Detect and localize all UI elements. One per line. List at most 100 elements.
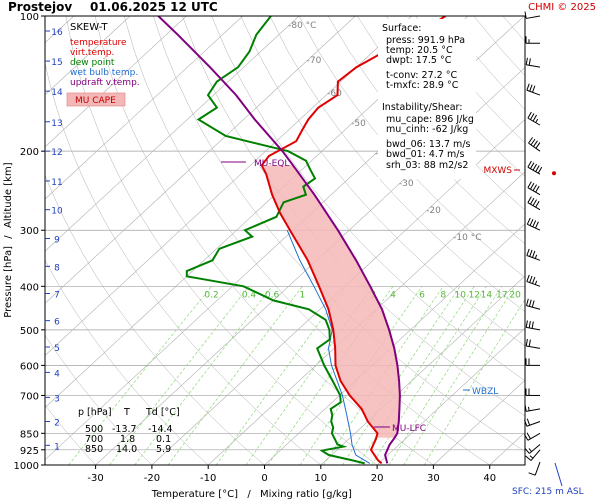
isotherm-line <box>320 275 525 465</box>
sfc-label: SFC: 215 m ASL <box>512 487 584 497</box>
mixing-ratio-label: 8 <box>440 290 446 300</box>
pressure-tick-label: 700 <box>20 391 39 402</box>
mu-eql-label: MU-EQL <box>254 159 289 169</box>
mixing-ratio-label: 1 <box>300 290 306 300</box>
dry-adiabat <box>240 16 525 347</box>
mixing-ratio-line <box>68 286 212 465</box>
mixing-ratio-label: 10 <box>454 290 466 300</box>
plot-frame <box>44 15 526 466</box>
surface-title: Surface: <box>382 23 421 34</box>
altitude-tick-label: 4 <box>54 369 60 379</box>
credit-label: CHMI © 2025 <box>528 2 596 13</box>
isotherm-label: -70 <box>307 56 322 66</box>
table-row-p: 850 <box>85 444 103 455</box>
wind-barb <box>526 83 541 96</box>
wind-barb <box>528 137 541 152</box>
legend-virt-temp: virt.temp. <box>70 48 114 58</box>
altitude-tick-label: 10 <box>51 207 63 217</box>
temperature-tick-label: -30 <box>87 473 103 484</box>
srh-03-value: srh_03: 88 m2/s2 <box>386 160 468 171</box>
altitude-tick-label: 6 <box>54 318 60 328</box>
altitude-tick-label: 5 <box>54 344 60 354</box>
mixing-ratio-line <box>134 286 273 465</box>
mixing-ratio-line <box>215 286 347 465</box>
temperature-tick-label: 0 <box>261 473 267 484</box>
isotherm-line <box>45 16 187 148</box>
table-row-p: 700 <box>85 434 103 445</box>
altitude-tick-label: 7 <box>54 291 60 301</box>
isotherm-line <box>546 16 600 465</box>
bwd-01-value: bwd_01: 4.7 m/s <box>386 149 464 160</box>
wind-barb <box>527 160 543 175</box>
table-row-td: 5.9 <box>156 444 171 455</box>
wind-barbs <box>523 11 556 476</box>
table-row-td: -14.4 <box>148 424 173 435</box>
pressure-axis: 100 200 300 400 500 600 700 850 925 1000 <box>14 12 45 472</box>
dry-adiabat <box>532 16 600 465</box>
altitude-tick-label: 3 <box>54 394 60 404</box>
chart-datetime: 01.06.2025 12 UTC <box>90 0 218 14</box>
x-axis-title: Temperature [°C] <box>151 489 238 500</box>
temperature-tick-label: 30 <box>427 473 440 484</box>
surface-press: press: 991.9 hPa <box>386 35 465 46</box>
isotherm-line <box>433 379 525 465</box>
dry-adiabat <box>45 334 153 465</box>
station-name: Prostejov <box>8 0 72 14</box>
temperature-tick-label: 10 <box>314 473 327 484</box>
profile-lines <box>157 16 446 465</box>
mixing-ratio-label: 0.4 <box>242 290 257 300</box>
dry-adiabat <box>211 16 525 382</box>
table-row-t: 14.0 <box>116 444 137 455</box>
legend-wet-bulb: wet bulb temp. <box>70 68 138 78</box>
pressure-tick-label: 300 <box>20 226 39 237</box>
pressure-tick-label: 500 <box>20 326 39 337</box>
mixing-ratio-line <box>423 298 525 465</box>
table-header-t: T <box>123 407 130 418</box>
wind-barb <box>524 11 541 19</box>
dry-adiabat <box>561 16 600 465</box>
mixing-ratio-label: 0.6 <box>265 290 280 300</box>
isotherm-line <box>45 16 412 356</box>
instability-title: Instability/Shear: <box>382 102 462 113</box>
wind-barb <box>523 418 541 427</box>
x-axis-title-mixing: Mixing ratio [g/kg] <box>260 489 352 500</box>
table-row-t: 1.8 <box>120 434 135 445</box>
mu-cape-value: mu_cape: 896 J/kg <box>386 114 474 125</box>
table-row-t: -13.7 <box>112 424 137 435</box>
dry-adiabat <box>298 16 525 278</box>
isotherm-label: -20 <box>426 206 441 216</box>
dry-adiabat <box>65 16 378 465</box>
isotherm-line <box>45 16 356 304</box>
isotherm-line <box>376 327 525 465</box>
wind-barb <box>526 248 541 261</box>
sfc-pointer <box>554 462 563 487</box>
wind-barb <box>526 217 541 231</box>
wind-barb <box>528 461 541 476</box>
altitude-tick-label: 11 <box>51 178 62 188</box>
y-axis-separator: / <box>3 235 14 239</box>
mu-cinh-value: mu_cinh: -62 J/kg <box>386 124 468 135</box>
dry-adiabat <box>45 259 209 465</box>
table-header-td: Td [°C] <box>145 407 180 418</box>
dry-adiabat <box>327 16 525 245</box>
temperature-axis: -30 -20 -10 0 10 20 30 40 <box>87 465 496 484</box>
isotherm-label: -10 °C <box>453 233 481 243</box>
mxws-dot <box>552 171 556 176</box>
table-row-p: 500 <box>85 424 103 435</box>
altitude-tick-label: 15 <box>51 58 62 68</box>
isotherm-label: -60 <box>327 89 342 99</box>
pressure-tick-label: 600 <box>20 361 39 372</box>
x-axis-separator: / <box>247 489 251 500</box>
legend-title: SKEW-T <box>70 22 108 33</box>
legend-cape-label: MU CAPE <box>75 96 116 106</box>
isotherm-line <box>0 16 18 465</box>
mu-lfc-label: MU-LFC <box>392 424 426 434</box>
wind-barb <box>525 449 541 461</box>
pressure-tick-label: 100 <box>20 12 39 23</box>
wind-barb <box>523 432 541 441</box>
mixing-ratio-line <box>388 286 503 465</box>
dry-adiabat <box>269 16 525 312</box>
table-header-p: p [hPa] <box>78 407 112 418</box>
wind-barb <box>526 274 541 287</box>
altitude-tick-label: 8 <box>54 263 60 273</box>
